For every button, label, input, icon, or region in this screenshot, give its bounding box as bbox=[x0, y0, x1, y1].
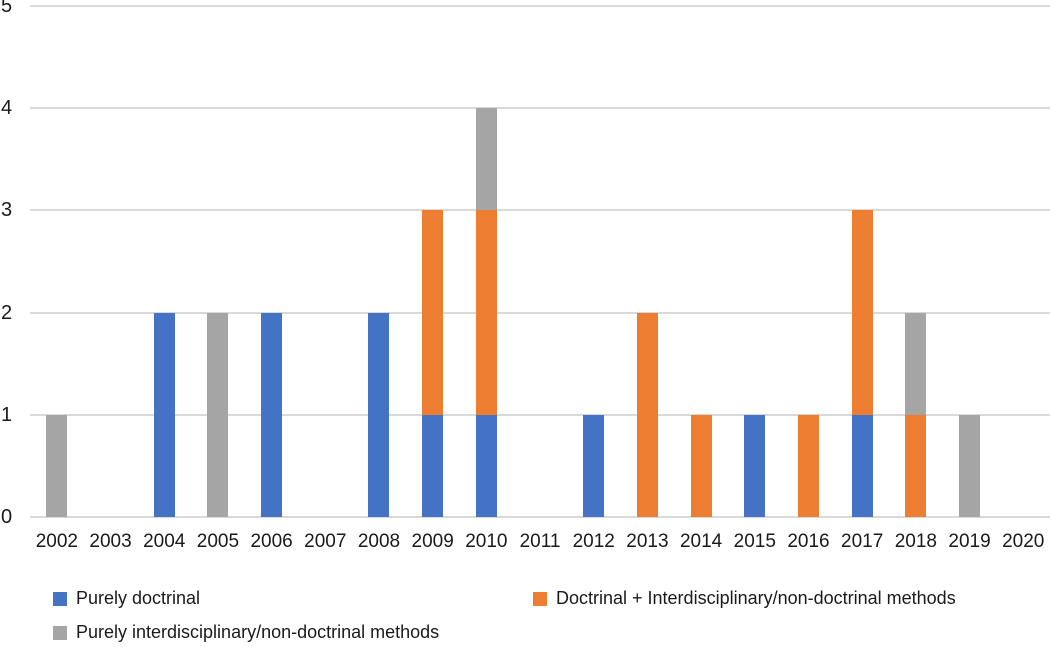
x-tick-label: 2006 bbox=[250, 531, 293, 552]
bar-segment bbox=[207, 312, 229, 517]
x-tick-label: 2005 bbox=[196, 531, 240, 552]
stacked-bar bbox=[368, 312, 390, 517]
x-axis-labels: 2002 2003 2004 2005 2006 2007 2008 2009 2010 2011… bbox=[30, 531, 1050, 553]
category-cell bbox=[943, 6, 997, 517]
bar-segment bbox=[744, 414, 766, 517]
legend-item: Purely interdisciplinary/non-doctrinal m… bbox=[53, 622, 533, 643]
legend-swatch-icon bbox=[533, 591, 547, 606]
category-cell bbox=[782, 6, 836, 517]
stacked-bar bbox=[207, 312, 229, 517]
x-tick-label: 2008 bbox=[357, 531, 401, 552]
x-tick-label: 2012 bbox=[572, 531, 615, 552]
plot-area bbox=[30, 5, 1050, 518]
bar-segment bbox=[690, 414, 712, 517]
category-cell bbox=[567, 6, 621, 517]
stacked-bar bbox=[959, 414, 981, 517]
bar-segment bbox=[368, 312, 390, 517]
bars-layer bbox=[30, 6, 1050, 517]
stacked-bar bbox=[153, 312, 175, 517]
stacked-bar bbox=[744, 414, 766, 517]
category-cell bbox=[30, 6, 84, 517]
bar-segment bbox=[422, 414, 444, 517]
category-cell bbox=[191, 6, 245, 517]
bar-segment bbox=[475, 210, 497, 415]
gridline bbox=[30, 516, 1050, 518]
x-tick-label: 2002 bbox=[35, 531, 78, 552]
category-cell bbox=[674, 6, 728, 517]
y-tick-label: 4 bbox=[1, 97, 13, 120]
legend-label: Purely interdisciplinary/non-doctrinal m… bbox=[76, 622, 440, 642]
bar-segment bbox=[636, 312, 658, 517]
legend-swatch-icon bbox=[53, 625, 67, 640]
x-tick-label: 2013 bbox=[626, 531, 669, 552]
x-tick-label: 2011 bbox=[519, 531, 561, 552]
legend: Purely doctrinal Doctrinal + Interdiscipl… bbox=[53, 588, 956, 643]
category-cell bbox=[996, 6, 1050, 517]
stacked-bar bbox=[851, 210, 873, 517]
x-tick-label: 2016 bbox=[787, 531, 830, 552]
x-tick-label: 2007 bbox=[304, 531, 347, 552]
category-cell bbox=[889, 6, 943, 517]
category-cell bbox=[406, 6, 460, 517]
bar-segment bbox=[797, 414, 819, 517]
y-tick-label: 0 bbox=[1, 506, 13, 528]
y-tick-label: 3 bbox=[1, 199, 13, 222]
category-cell bbox=[835, 6, 889, 517]
x-tick-label: 2009 bbox=[411, 531, 454, 552]
x-tick-label: 2003 bbox=[89, 531, 132, 552]
gridline bbox=[30, 107, 1050, 110]
category-cell bbox=[137, 6, 191, 517]
stacked-bar bbox=[797, 414, 819, 517]
bar-segment bbox=[422, 210, 444, 415]
y-tick-label: 2 bbox=[1, 301, 13, 324]
bar-segment bbox=[261, 312, 283, 517]
bar-segment bbox=[583, 414, 605, 517]
category-cell bbox=[245, 6, 299, 517]
x-tick-label: 2010 bbox=[465, 531, 508, 552]
gridline bbox=[30, 413, 1050, 416]
legend-item: Purely doctrinal bbox=[53, 588, 533, 609]
y-tick-label: 5 bbox=[1, 0, 13, 17]
stacked-bar bbox=[690, 414, 712, 517]
bar-segment bbox=[475, 108, 497, 211]
x-tick-label: 2019 bbox=[948, 531, 991, 552]
bar-segment bbox=[475, 414, 497, 517]
bar-segment bbox=[905, 414, 927, 517]
legend-label: Purely doctrinal bbox=[76, 588, 201, 608]
category-cell bbox=[298, 6, 352, 517]
bar-segment bbox=[959, 414, 981, 517]
category-cell bbox=[513, 6, 567, 517]
legend-item: Doctrinal + Interdisciplinary/non-doctri… bbox=[533, 588, 956, 609]
x-tick-label: 2004 bbox=[143, 531, 186, 552]
legend-swatch-icon bbox=[53, 591, 67, 606]
stacked-bar bbox=[636, 312, 658, 517]
bar-segment bbox=[851, 414, 873, 517]
x-tick-label: 2018 bbox=[894, 531, 937, 552]
bar-segment bbox=[851, 210, 873, 415]
stacked-bar bbox=[46, 414, 68, 517]
bar-segment bbox=[905, 312, 927, 415]
category-cell bbox=[621, 6, 675, 517]
category-cell bbox=[352, 6, 406, 517]
x-tick-label: 2020 bbox=[1002, 531, 1045, 552]
category-cell bbox=[460, 6, 514, 517]
x-tick-label: 2015 bbox=[733, 531, 776, 552]
gridline bbox=[30, 209, 1050, 212]
bar-segment bbox=[46, 414, 68, 517]
bar-segment bbox=[153, 312, 175, 517]
stacked-bar bbox=[422, 210, 444, 517]
gridline bbox=[30, 5, 1050, 7]
category-cell bbox=[84, 6, 138, 517]
x-tick-label: 2014 bbox=[679, 531, 723, 552]
x-tick-label: 2017 bbox=[841, 531, 884, 552]
stacked-bar bbox=[261, 312, 283, 517]
category-cell bbox=[728, 6, 782, 517]
gridline bbox=[30, 311, 1050, 314]
stacked-bar bbox=[583, 414, 605, 517]
stacked-bar bbox=[905, 312, 927, 517]
stacked-bar bbox=[475, 108, 497, 517]
y-tick-label: 1 bbox=[1, 403, 13, 426]
legend-label: Doctrinal + Interdisciplinary/non-doctri… bbox=[556, 588, 956, 608]
